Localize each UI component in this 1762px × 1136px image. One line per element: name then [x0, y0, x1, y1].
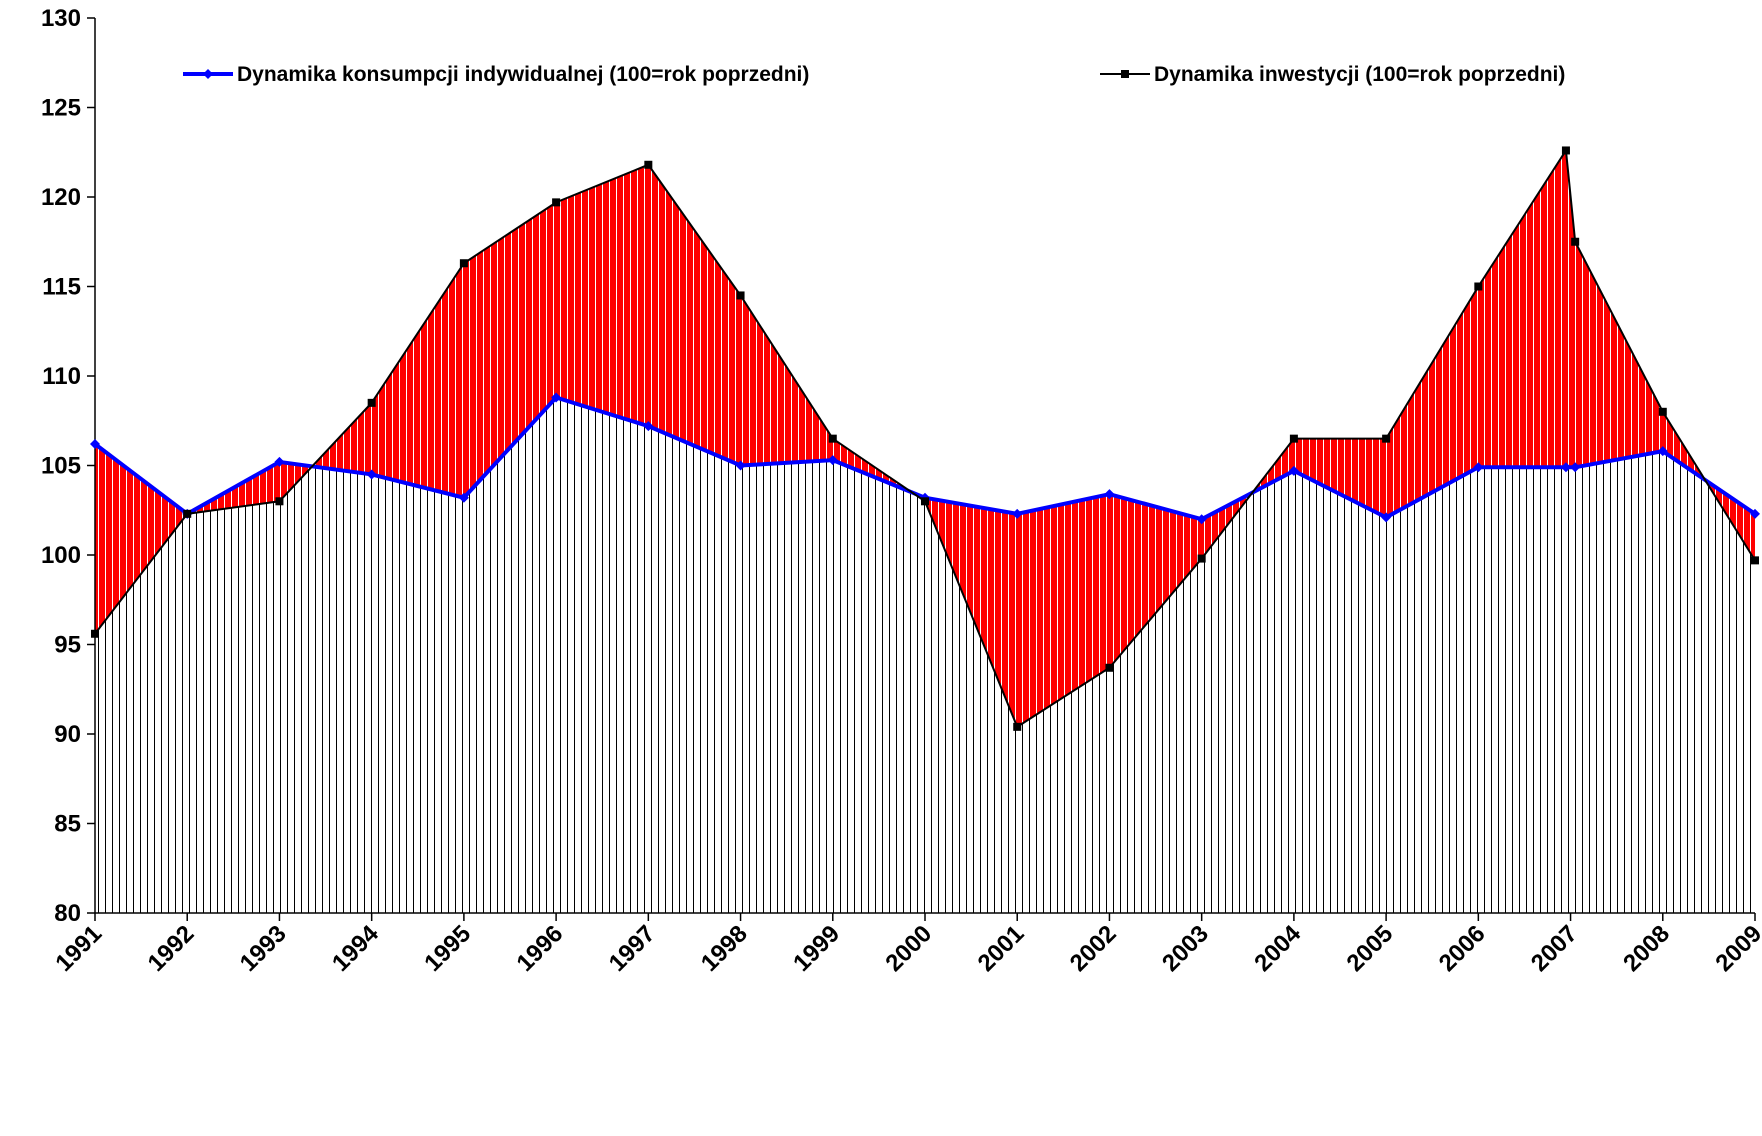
x-tick-label: 2006	[1434, 920, 1491, 977]
legend-label: Dynamika konsumpcji indywidualnej (100=r…	[237, 63, 809, 86]
marker	[459, 259, 468, 268]
marker	[1013, 722, 1022, 731]
x-tick-label: 2008	[1618, 920, 1675, 977]
series-line	[94, 147, 1756, 729]
x-tick-label: 2001	[973, 920, 1030, 977]
marker	[1474, 282, 1483, 291]
x-tick-label: 1996	[512, 920, 569, 977]
y-tick-label: 105	[41, 453, 81, 480]
y-tick-label: 115	[42, 274, 81, 301]
marker	[1104, 489, 1115, 500]
y-tick-label: 95	[54, 632, 81, 659]
x-tick-label: 2002	[1065, 920, 1122, 977]
legend-marker	[1121, 70, 1129, 78]
marker	[366, 469, 377, 480]
marker	[275, 497, 284, 506]
marker	[1012, 508, 1023, 519]
marker	[1570, 462, 1581, 473]
marker	[1197, 554, 1206, 563]
x-tick-label: 1999	[788, 920, 845, 977]
marker	[1658, 407, 1667, 416]
x-tick-label: 1991	[50, 920, 107, 977]
marker	[643, 421, 654, 432]
marker	[1382, 434, 1391, 443]
marker	[1657, 446, 1668, 457]
x-tick-label: 1995	[419, 920, 476, 977]
y-tick-label: 85	[54, 811, 81, 838]
marker	[827, 455, 838, 466]
x-tick-label: 1997	[604, 920, 661, 977]
y-tick-label: 100	[41, 542, 81, 569]
marker	[1473, 462, 1484, 473]
marker	[1750, 508, 1760, 519]
x-tick-label: 1993	[235, 920, 292, 977]
x-tick-label: 1998	[696, 920, 753, 977]
marker	[552, 198, 561, 207]
marker	[90, 439, 100, 450]
marker	[1751, 556, 1759, 565]
x-tick-label: 2005	[1342, 920, 1399, 977]
marker	[828, 434, 837, 443]
legend-label: Dynamika inwestycji (100=rok poprzedni)	[1154, 63, 1565, 86]
marker	[551, 392, 562, 403]
marker	[458, 492, 469, 503]
marker	[1560, 462, 1571, 473]
x-tick-label: 1994	[327, 920, 384, 977]
marker	[1105, 663, 1114, 672]
marker	[91, 629, 99, 638]
x-tick-label: 2000	[880, 920, 937, 977]
marker	[735, 460, 746, 471]
marker	[1288, 465, 1299, 476]
x-tick-label: 2007	[1526, 920, 1583, 977]
marker	[921, 497, 929, 506]
legend-marker	[203, 69, 213, 79]
marker	[644, 160, 653, 169]
y-tick-label: 90	[54, 721, 81, 748]
marker	[1561, 146, 1570, 155]
y-tick-label: 130	[41, 5, 81, 32]
marker	[736, 291, 745, 300]
marker	[1196, 514, 1207, 525]
y-tick-label: 125	[41, 95, 81, 122]
marker	[1381, 512, 1392, 523]
area-between	[95, 150, 1755, 727]
marker	[274, 456, 285, 467]
x-tick-label: 2009	[1710, 920, 1762, 977]
x-tick-label: 2003	[1157, 920, 1214, 977]
marker	[183, 509, 192, 518]
series-line	[93, 395, 1757, 522]
y-tick-label: 110	[42, 363, 81, 390]
y-tick-label: 80	[54, 900, 81, 927]
y-tick-label: 120	[41, 184, 81, 211]
x-tick-label: 1992	[143, 920, 200, 977]
marker	[1571, 237, 1580, 246]
marker	[367, 398, 376, 407]
x-tick-label: 2004	[1249, 920, 1306, 977]
marker	[1289, 434, 1298, 443]
